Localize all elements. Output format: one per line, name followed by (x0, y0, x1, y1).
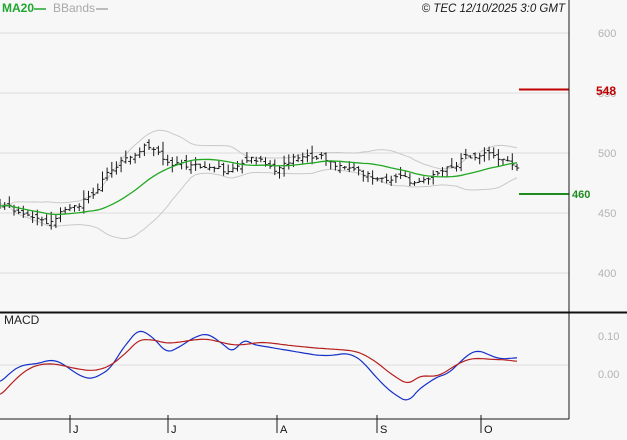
svg-text:400: 400 (598, 268, 616, 280)
svg-text:A: A (280, 424, 288, 436)
svg-text:460: 460 (572, 189, 590, 201)
svg-text:MACD: MACD (4, 313, 40, 327)
svg-text:548: 548 (596, 84, 616, 98)
svg-text:0.00: 0.00 (598, 369, 619, 381)
svg-text:0.10: 0.10 (598, 331, 619, 343)
svg-text:600: 600 (598, 28, 616, 40)
svg-text:S: S (380, 424, 387, 436)
svg-text:© TEC 12/10/2025 3:0 GMT: © TEC 12/10/2025 3:0 GMT (422, 3, 566, 15)
svg-text:O: O (484, 424, 493, 436)
svg-text:J: J (73, 424, 79, 436)
svg-text:J: J (171, 424, 177, 436)
svg-text:MA20: MA20 (2, 1, 34, 15)
svg-text:450: 450 (598, 208, 616, 220)
svg-text:500: 500 (598, 148, 616, 160)
svg-text:BBands: BBands (53, 1, 95, 15)
